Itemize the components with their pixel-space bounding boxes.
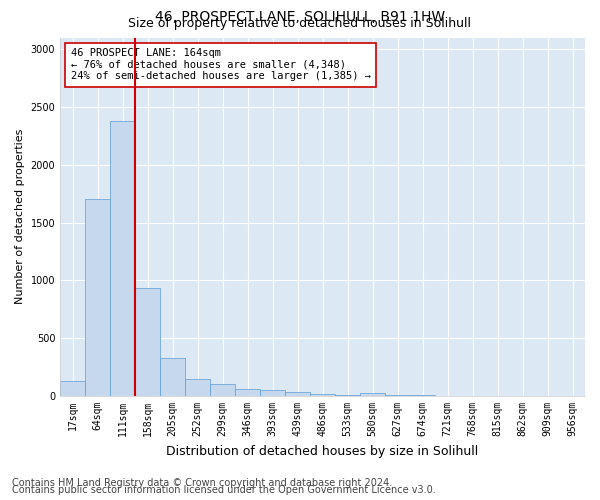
Bar [160,358,185,396]
X-axis label: Distribution of detached houses by size in Solihull: Distribution of detached houses by size … [166,444,479,458]
Y-axis label: Number of detached properties: Number of detached properties [15,129,25,304]
Bar [85,200,110,396]
Bar [110,121,135,396]
Text: 46 PROSPECT LANE: 164sqm
← 76% of detached houses are smaller (4,348)
24% of sem: 46 PROSPECT LANE: 164sqm ← 76% of detach… [71,48,371,82]
Bar [60,381,85,396]
Bar [135,288,160,396]
Text: Size of property relative to detached houses in Solihull: Size of property relative to detached ho… [128,18,472,30]
Bar [260,390,285,396]
Text: 46, PROSPECT LANE, SOLIHULL, B91 1HW: 46, PROSPECT LANE, SOLIHULL, B91 1HW [155,10,445,24]
Bar [285,392,310,396]
Bar [185,378,210,396]
Bar [210,384,235,396]
Bar [310,394,335,396]
Text: Contains public sector information licensed under the Open Government Licence v3: Contains public sector information licen… [12,485,436,495]
Bar [360,392,385,396]
Bar [235,388,260,396]
Text: Contains HM Land Registry data © Crown copyright and database right 2024.: Contains HM Land Registry data © Crown c… [12,478,392,488]
